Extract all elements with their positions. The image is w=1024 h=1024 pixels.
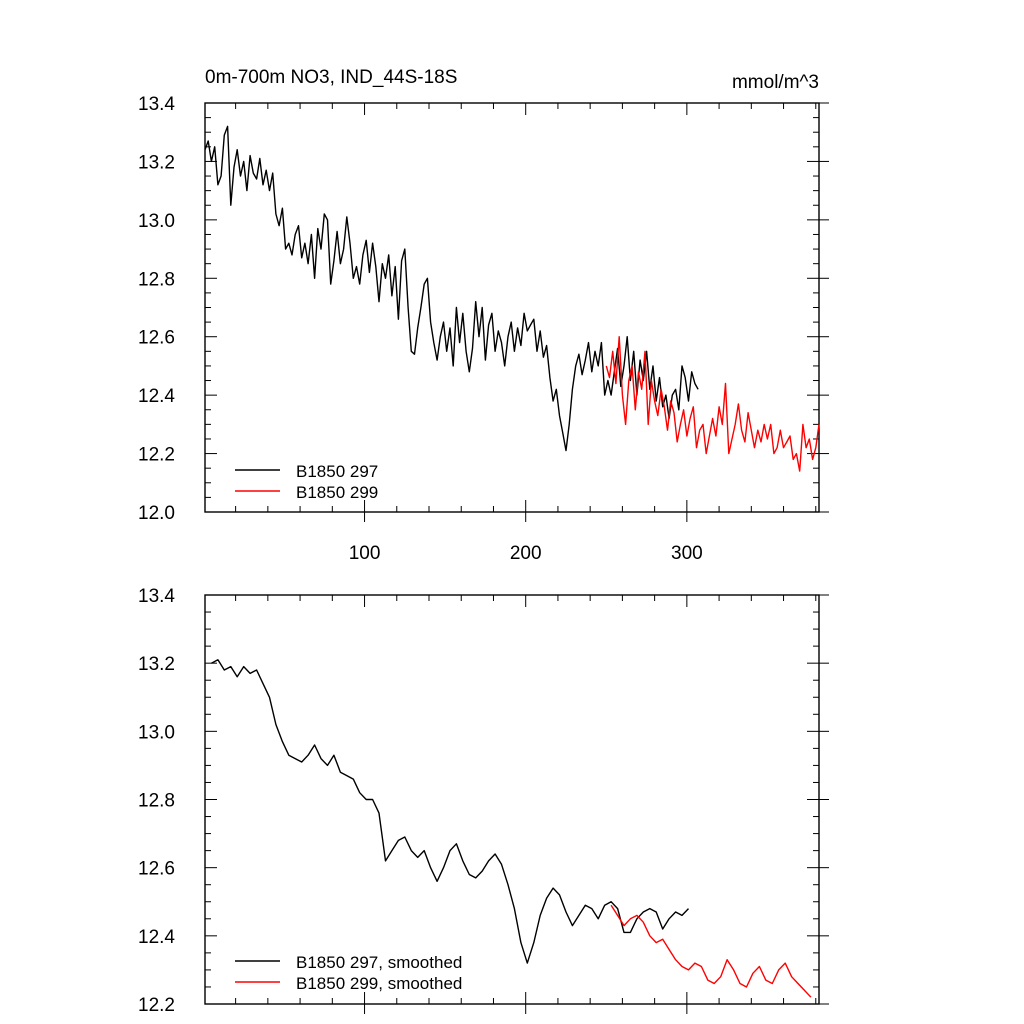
top-legend: B1850 297 B1850 299 [235, 462, 378, 502]
y-tick-label: 13.0 [138, 722, 175, 743]
y-tick-label: 12.4 [138, 927, 175, 948]
x-tick-label: 300 [671, 543, 703, 564]
bottom-legend-label-299: B1850 299, smoothed [296, 974, 462, 993]
y-tick-label: 13.4 [138, 94, 175, 115]
bottom-series-lines [211, 659, 812, 998]
y-tick-label: 12.8 [138, 791, 175, 812]
x-tick-label: 100 [349, 543, 381, 564]
top-y-tick-labels: 12.0 12.2 12.4 12.6 12.8 13.0 13.2 13.4 [138, 94, 175, 524]
y-tick-label: 13.2 [138, 152, 175, 173]
y-tick-label: 12.4 [138, 386, 175, 407]
y-tick-label: 12.2 [138, 445, 175, 466]
top-legend-label-297: B1850 297 [296, 462, 378, 481]
top-units: mmol/m^3 [732, 72, 819, 93]
top-legend-label-299: B1850 299 [296, 483, 378, 502]
top-panel: 12.0 12.2 12.4 12.6 12.8 13.0 13.2 13.4 100 200 3… [138, 67, 829, 564]
top-x-tick-labels: 100 200 300 [349, 543, 703, 564]
y-tick-label: 12.0 [138, 503, 175, 524]
y-tick-label: 13.0 [138, 211, 175, 232]
x-tick-label: 200 [510, 543, 542, 564]
bottom-plot-frame [204, 594, 820, 1005]
series-line-b1850-297 [204, 125, 699, 452]
top-title: 0m-700m NO3, IND_44S-18S [205, 67, 457, 88]
top-plot-frame [204, 102, 820, 513]
top-tick-marks [205, 102, 829, 522]
bottom-tick-marks [205, 594, 829, 1014]
y-tick-label: 13.2 [138, 654, 175, 675]
bottom-panel: 12.2 12.4 12.6 12.8 13.0 13.2 13.4 B1850 297, … [138, 586, 829, 1016]
series-line-b1850-297 [211, 659, 690, 964]
y-tick-label: 12.8 [138, 269, 175, 290]
y-tick-label: 12.2 [138, 995, 175, 1016]
y-tick-label: 13.4 [138, 586, 175, 607]
series-line-b1850-299 [605, 336, 820, 472]
y-tick-label: 12.6 [138, 328, 175, 349]
y-tick-label: 12.6 [138, 859, 175, 880]
series-line-b1850-299 [610, 904, 812, 998]
top-series-lines [204, 125, 820, 472]
bottom-legend: B1850 297, smoothed B1850 299, smoothed [235, 953, 462, 993]
bottom-y-tick-labels: 12.2 12.4 12.6 12.8 13.0 13.2 13.4 [138, 586, 175, 1016]
bottom-legend-label-297: B1850 297, smoothed [296, 953, 462, 972]
